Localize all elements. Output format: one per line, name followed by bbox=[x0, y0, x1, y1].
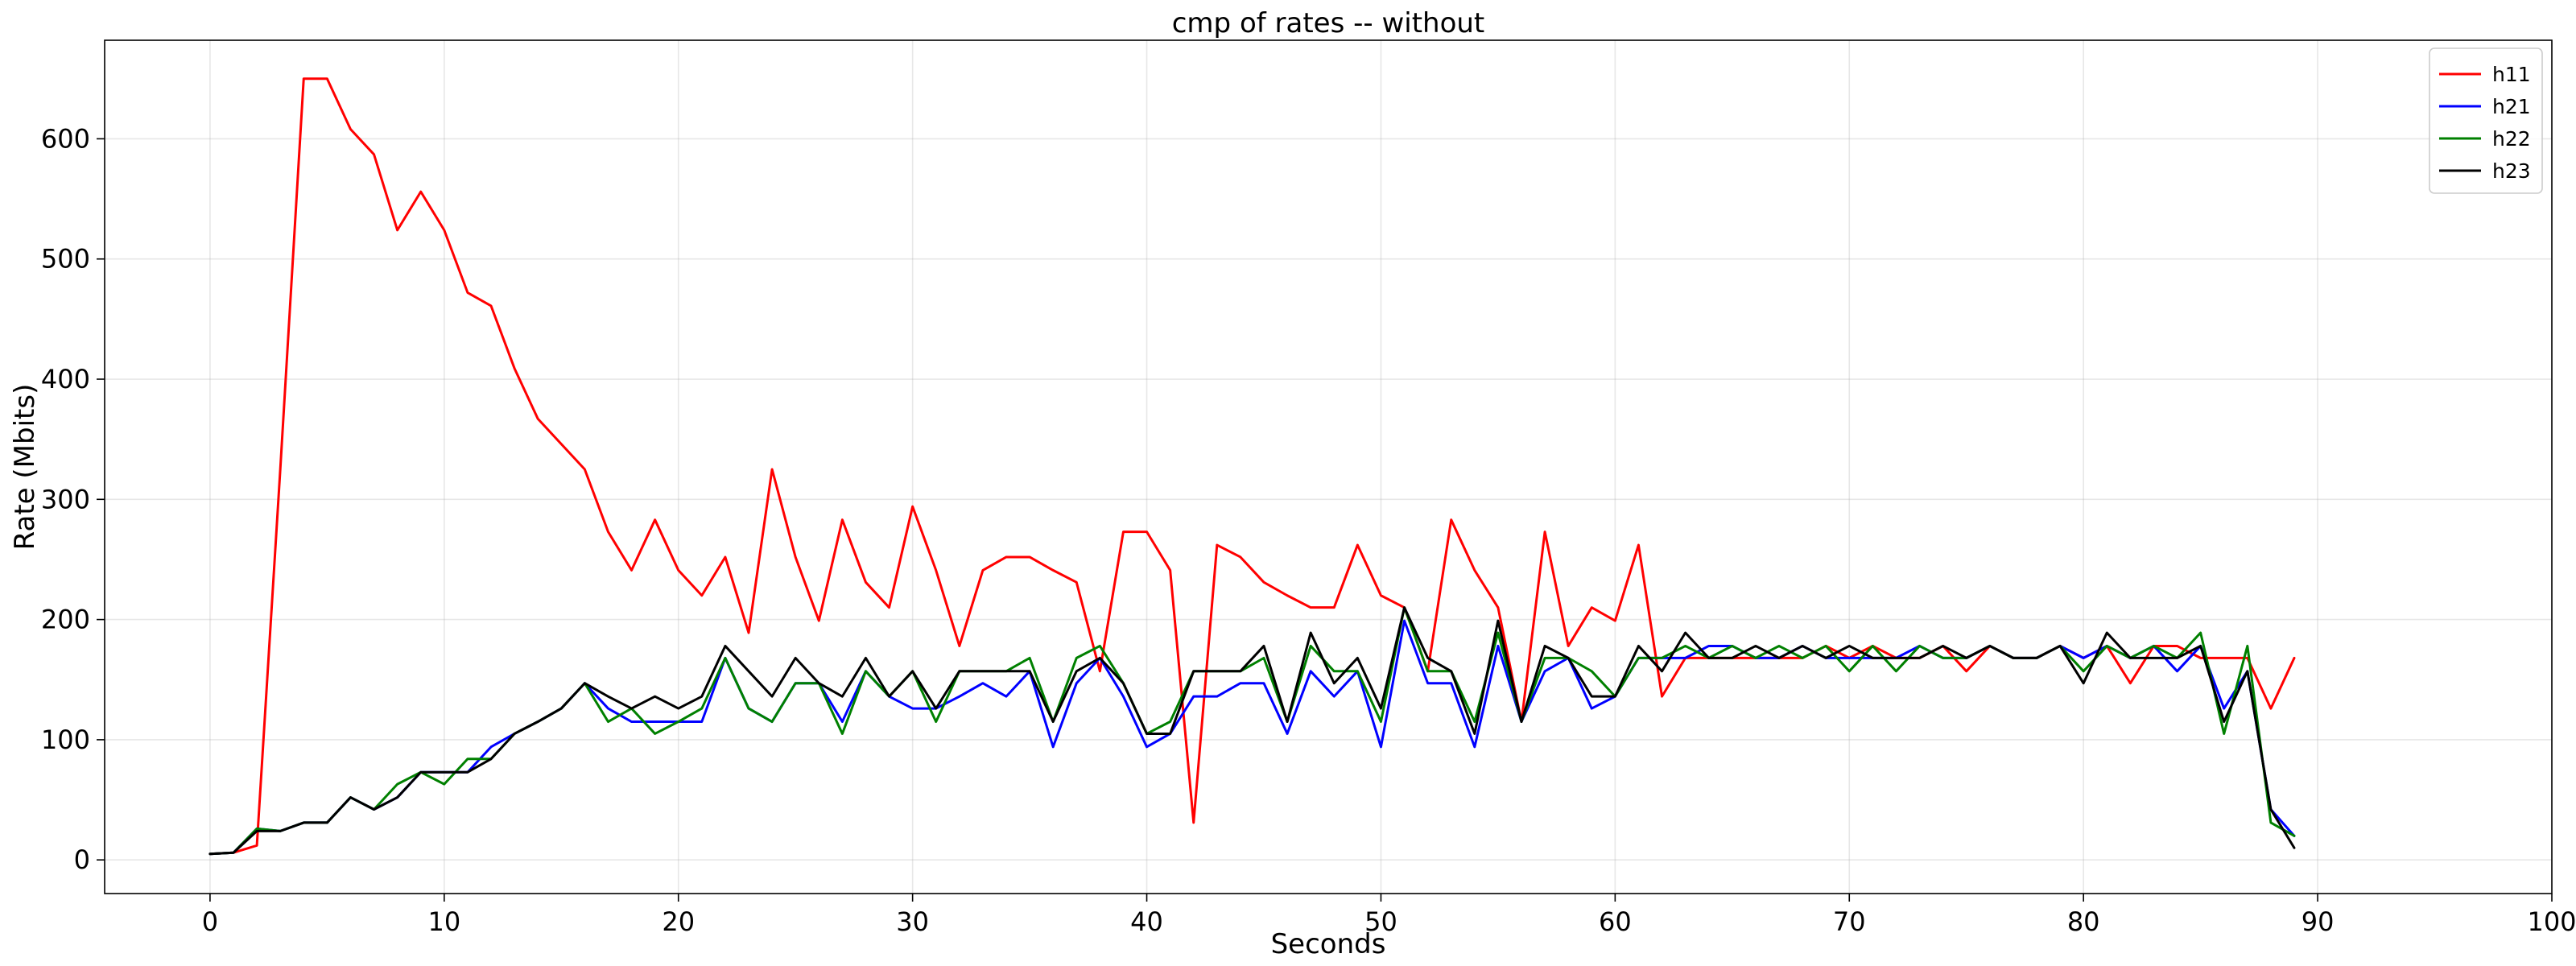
x-tick-label: 20 bbox=[662, 906, 695, 937]
chart-title: cmp of rates -- without bbox=[1172, 7, 1485, 39]
y-tick-label: 300 bbox=[41, 484, 90, 514]
y-tick-label: 600 bbox=[41, 123, 90, 154]
series-layer bbox=[208, 77, 2296, 856]
legend-box bbox=[2429, 47, 2543, 194]
y-tick-label: 500 bbox=[41, 244, 90, 275]
x-tick-label: 40 bbox=[1130, 906, 1163, 937]
series-line-h11 bbox=[208, 77, 2296, 856]
legend-label-h11: h11 bbox=[2492, 63, 2531, 86]
legend: h11 h21 h22 h23 bbox=[2429, 47, 2543, 194]
x-tick-label: 0 bbox=[202, 906, 218, 937]
x-tick-label: 10 bbox=[427, 906, 460, 937]
y-tick-label: 400 bbox=[41, 364, 90, 394]
x-tick-label: 30 bbox=[896, 906, 929, 937]
legend-label-h21: h21 bbox=[2492, 95, 2531, 118]
x-tick-label: 80 bbox=[2067, 906, 2100, 937]
y-axis-label: Rate (Mbits) bbox=[9, 384, 41, 551]
plot-frame bbox=[104, 39, 2553, 894]
series-line-h23 bbox=[208, 606, 2296, 856]
legend-label-h22: h22 bbox=[2492, 127, 2531, 151]
tick-layer: 0 10 20 30 40 50 60 70 80 90 100 0 100 200 300 400 500 60… bbox=[41, 123, 2576, 937]
x-tick-label: 50 bbox=[1364, 906, 1397, 937]
x-tick-label: 70 bbox=[1833, 906, 1866, 937]
x-axis-label: Seconds bbox=[1271, 928, 1386, 960]
y-tick-label: 0 bbox=[74, 844, 90, 875]
x-tick-label: 90 bbox=[2301, 906, 2334, 937]
legend-items: h11 h21 h22 h23 bbox=[2439, 63, 2531, 183]
x-tick-label: 60 bbox=[1599, 906, 1632, 937]
legend-label-h23: h23 bbox=[2492, 159, 2531, 183]
y-tick-label: 100 bbox=[41, 724, 90, 755]
x-tick-label: 100 bbox=[2527, 906, 2576, 937]
y-tick-label: 200 bbox=[41, 605, 90, 635]
